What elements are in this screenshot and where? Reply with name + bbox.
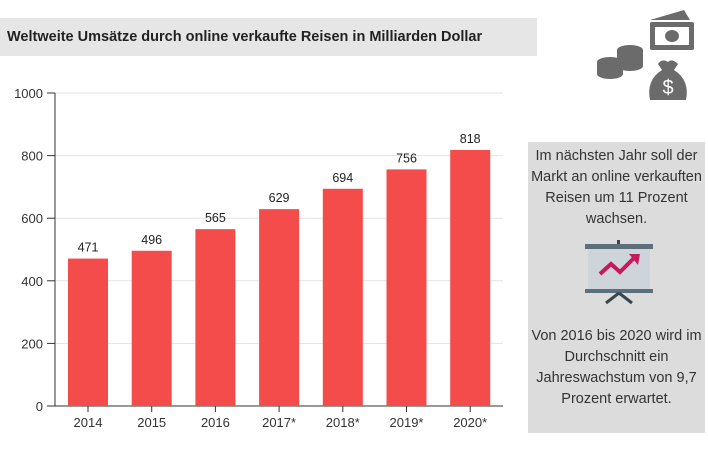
bar-2018 (322, 188, 363, 406)
y-tick-label: 1000 (14, 86, 43, 101)
svg-text:$: $ (662, 77, 673, 99)
x-tick-label: 2015 (137, 415, 166, 430)
data-label: 471 (78, 241, 99, 255)
data-label: 496 (141, 233, 162, 247)
x-tick-label: 2016 (201, 415, 230, 430)
money-icon: $ (597, 10, 694, 100)
bar-2014 (68, 258, 108, 406)
x-tick-label: 2018* (326, 415, 360, 430)
bar-2016 (195, 229, 236, 406)
data-label: 694 (332, 171, 353, 185)
bar-chart: 0 200 400 600 800 1000 471 2014 496 2015 565 2016 62… (14, 86, 503, 430)
data-label: 629 (269, 191, 290, 205)
y-tick-label: 0 (36, 399, 43, 414)
info-text-growth-next-year: Im nächsten Jahr soll der Markt an onlin… (531, 148, 702, 227)
y-tick-label: 600 (21, 211, 43, 226)
info-panel: Im nächsten Jahr soll der Markt an onlin… (528, 142, 705, 433)
data-label: 565 (205, 211, 226, 225)
x-tick-label: 2017* (262, 415, 296, 430)
bar-2015 (131, 250, 172, 406)
info-text-average-growth: Von 2016 bis 2020 wird im Durchschnitt e… (531, 328, 702, 407)
presentation-chart-icon (585, 240, 653, 305)
data-label: 818 (460, 132, 481, 146)
data-label: 756 (396, 151, 417, 165)
x-tick-label: 2014 (74, 415, 103, 430)
y-tick-label: 200 (21, 336, 43, 351)
bar-2019 (386, 169, 427, 406)
x-tick-label: 2020* (453, 415, 487, 430)
chart-title: Weltweite Umsätze durch online verkaufte… (0, 18, 537, 56)
y-tick-label: 400 (21, 274, 43, 289)
bar-2017 (259, 209, 300, 406)
x-tick-label: 2019* (390, 415, 424, 430)
y-tick-label: 800 (21, 149, 43, 164)
bar-2020 (450, 149, 491, 406)
